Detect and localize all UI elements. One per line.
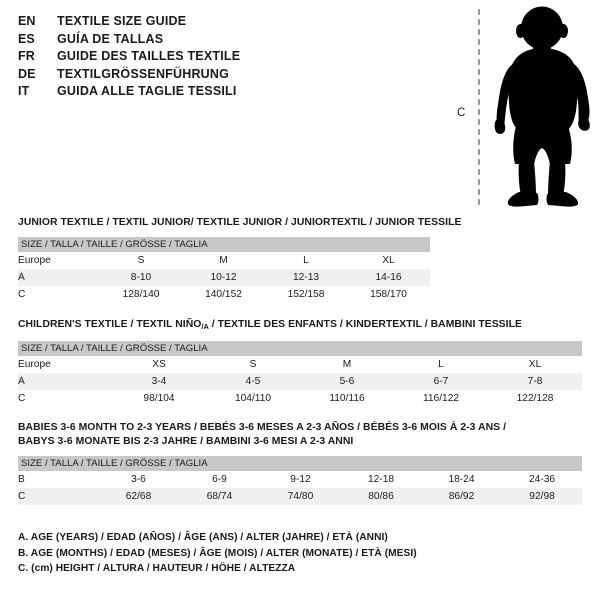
section-title-junior: JUNIOR TEXTILE / TEXTIL JUNIOR/ TEXTILE …	[18, 216, 461, 230]
table-cell: XL	[347, 252, 431, 269]
height-illustration: C	[440, 4, 600, 210]
language-title-it: GUIDA ALLE TAGLIE TESSILI	[57, 84, 237, 98]
language-title-es: GUÍA DE TALLAS	[57, 31, 164, 46]
table-cell: M	[182, 252, 265, 269]
table-cell: 7-8	[488, 373, 583, 390]
language-code-de: DE	[18, 66, 36, 81]
table-row: Europe S M L XL	[18, 252, 431, 269]
table-cell: 3-4	[112, 373, 206, 390]
language-code-it: IT	[18, 84, 30, 98]
table-cell: 4-5	[206, 373, 300, 390]
table-cell: 62/68	[98, 488, 179, 505]
table-cell: 10-12	[182, 269, 265, 286]
table-row: B 3-6 6-9 9-12 12-18 18-24 24-36	[18, 471, 583, 488]
table-cell: 68/74	[179, 488, 260, 505]
language-title-fr: GUIDE DES TAILLES TEXTILE	[57, 49, 241, 63]
table-cell: 18-24	[421, 471, 502, 488]
section-title-babies-line1: BABIES 3-6 MONTH TO 2-3 YEARS / BEBÉS 3-…	[18, 422, 507, 433]
table-band-row: SIZE / TALLA / TAILLE / GRÖSSE / TAGLIA	[18, 456, 583, 471]
table-cell: 14-16	[347, 269, 431, 286]
table-cell: 74/80	[260, 488, 341, 505]
row-label: Europe	[18, 356, 112, 373]
table-row: A 3-4 4-5 5-6 6-7 7-8	[18, 373, 583, 390]
section-title-children-post: / TEXTILE DES ENFANTS / KINDERTEXTIL / B…	[208, 319, 522, 330]
table-row: C 62/68 68/74 74/80 80/86 86/92 92/98	[18, 488, 583, 505]
legend-line-a: A. AGE (YEARS) / EDAD (AÑOS) / ÂGE (ANS)…	[18, 532, 388, 543]
language-row-en: EN TEXTILE SIZE GUIDE	[18, 13, 438, 31]
table-cell: M	[300, 356, 394, 373]
table-cell: 92/98	[502, 488, 583, 505]
table-cell: 6-9	[179, 471, 260, 488]
table-cell: XS	[112, 356, 206, 373]
size-band-label: SIZE / TALLA / TAILLE / GRÖSSE / TAGLIA	[18, 341, 583, 356]
language-title-de: TEXTILGRÖSSENFÜHRUNG	[57, 66, 230, 81]
table-cell: 24-36	[502, 471, 583, 488]
table-cell: 3-6	[98, 471, 179, 488]
section-title-junior-text: JUNIOR TEXTILE / TEXTIL JUNIOR/ TEXTILE …	[18, 217, 462, 228]
language-title-en: TEXTILE SIZE GUIDE	[57, 14, 187, 28]
row-label: Europe	[18, 252, 100, 269]
table-cell: 86/92	[421, 488, 502, 505]
language-row-fr: FR GUIDE DES TAILLES TEXTILE	[18, 48, 438, 66]
size-section-junior: JUNIOR TEXTILE / TEXTIL JUNIOR/ TEXTILE …	[18, 216, 461, 303]
size-table-babies: SIZE / TALLA / TAILLE / GRÖSSE / TAGLIA …	[18, 456, 583, 505]
language-header-block: EN TEXTILE SIZE GUIDE ES GUÍA DE TALLAS …	[18, 13, 438, 101]
row-label: A	[18, 269, 100, 286]
table-cell: 80/86	[341, 488, 421, 505]
language-code-fr: FR	[18, 49, 35, 63]
table-cell: 12-18	[341, 471, 421, 488]
table-cell: 110/116	[300, 390, 394, 407]
table-cell: 104/110	[206, 390, 300, 407]
toddler-silhouette-icon	[494, 6, 590, 207]
section-title-children-pre: CHILDREN'S TEXTILE / TEXTIL NIÑO	[18, 319, 202, 330]
measurement-legend: A. AGE (YEARS) / EDAD (AÑOS) / ÂGE (ANS)…	[18, 530, 538, 577]
language-row-it: IT GUIDA ALLE TAGLIE TESSILI	[18, 83, 438, 101]
language-code-en: EN	[18, 14, 36, 28]
table-cell: XL	[488, 356, 583, 373]
size-band-label: SIZE / TALLA / TAILLE / GRÖSSE / TAGLIA	[18, 456, 583, 471]
section-title-children-sub: /A	[201, 322, 209, 331]
table-row: C 128/140 140/152 152/158 158/170	[18, 286, 431, 303]
table-band-row: SIZE / TALLA / TAILLE / GRÖSSE / TAGLIA	[18, 237, 431, 252]
size-section-babies: BABIES 3-6 MONTH TO 2-3 YEARS / BEBÉS 3-…	[18, 421, 583, 505]
language-code-es: ES	[18, 31, 35, 46]
table-row: Europe XS S M L XL	[18, 356, 583, 373]
table-cell: S	[100, 252, 182, 269]
height-dashed-guide-line	[478, 9, 480, 205]
table-cell: 128/140	[100, 286, 182, 303]
table-cell: 98/104	[112, 390, 206, 407]
table-cell: 122/128	[488, 390, 583, 407]
table-cell: S	[206, 356, 300, 373]
language-row-de: DE TEXTILGRÖSSENFÜHRUNG	[18, 66, 438, 84]
table-cell: L	[394, 356, 488, 373]
table-cell: 152/158	[265, 286, 347, 303]
table-cell: 5-6	[300, 373, 394, 390]
language-row-es: ES GUÍA DE TALLAS	[18, 31, 438, 49]
table-row: C 98/104 104/110 110/116 116/122 122/128	[18, 390, 583, 407]
row-label: C	[18, 390, 112, 407]
row-label: C	[18, 488, 98, 505]
size-band-label: SIZE / TALLA / TAILLE / GRÖSSE / TAGLIA	[18, 237, 431, 252]
row-label: B	[18, 471, 98, 488]
section-title-babies-line2: BABYS 3-6 MONATE BIS 2-3 JAHRE / BAMBINI…	[18, 436, 354, 447]
table-band-row: SIZE / TALLA / TAILLE / GRÖSSE / TAGLIA	[18, 341, 583, 356]
section-title-children: CHILDREN'S TEXTILE / TEXTIL NIÑO/A / TEX…	[18, 318, 582, 334]
legend-line-c: C. (cm) HEIGHT / ALTURA / HAUTEUR / HÖHE…	[18, 563, 296, 574]
table-row: A 8-10 10-12 12-13 14-16	[18, 269, 431, 286]
height-marker-label-c: C	[457, 107, 466, 119]
table-cell: 140/152	[182, 286, 265, 303]
table-cell: 12-13	[265, 269, 347, 286]
row-label: C	[18, 286, 100, 303]
table-cell: 158/170	[347, 286, 431, 303]
table-cell: 9-12	[260, 471, 341, 488]
size-table-children: SIZE / TALLA / TAILLE / GRÖSSE / TAGLIA …	[18, 341, 583, 407]
legend-line-b: B. AGE (MONTHS) / EDAD (MESES) / ÂGE (MO…	[18, 547, 417, 559]
row-label: A	[18, 373, 112, 390]
table-cell: 116/122	[394, 390, 488, 407]
table-cell: 6-7	[394, 373, 488, 390]
table-cell: 8-10	[100, 269, 182, 286]
size-table-junior: SIZE / TALLA / TAILLE / GRÖSSE / TAGLIA …	[18, 237, 431, 303]
size-section-children: CHILDREN'S TEXTILE / TEXTIL NIÑO/A / TEX…	[18, 318, 583, 407]
table-cell: L	[265, 252, 347, 269]
